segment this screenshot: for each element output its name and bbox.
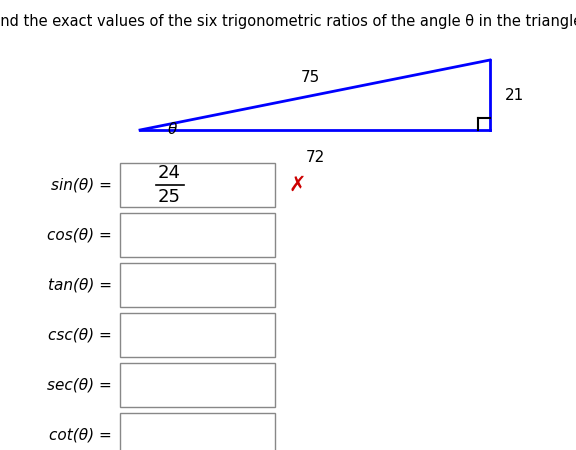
Text: tan(θ) =: tan(θ) =: [48, 278, 112, 292]
Text: ✗: ✗: [288, 175, 306, 195]
Bar: [120, 313, 275, 357]
Text: 25: 25: [158, 188, 181, 206]
Text: cos(θ) =: cos(θ) =: [47, 228, 112, 243]
Text: Find the exact values of the six trigonometric ratios of the angle θ in the tria: Find the exact values of the six trigono…: [0, 14, 576, 29]
Text: sec(θ) =: sec(θ) =: [47, 378, 112, 392]
Bar: [120, 263, 275, 307]
Text: csc(θ) =: csc(θ) =: [48, 328, 112, 342]
Bar: [120, 163, 275, 207]
Text: cot(θ) =: cot(θ) =: [50, 428, 112, 442]
Bar: [120, 413, 275, 450]
Text: sin(θ) =: sin(θ) =: [51, 177, 112, 193]
Bar: [120, 363, 275, 407]
Text: 72: 72: [305, 150, 325, 165]
Bar: [120, 213, 275, 257]
Text: 21: 21: [505, 87, 524, 103]
Text: 75: 75: [300, 70, 320, 85]
Text: θ: θ: [168, 122, 177, 137]
Text: 24: 24: [158, 164, 181, 182]
